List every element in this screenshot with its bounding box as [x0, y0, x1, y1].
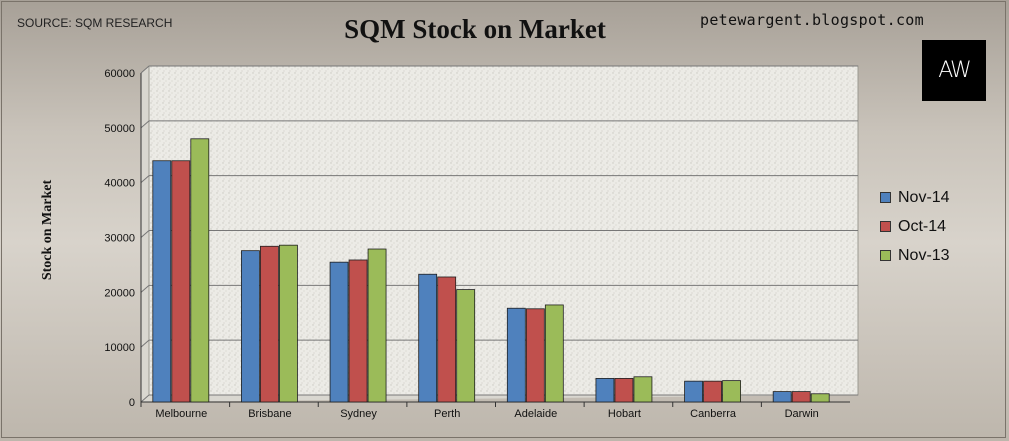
bar-perth-nov-13	[456, 289, 476, 403]
x-tick-label: Brisbane	[248, 408, 291, 420]
bar-adelaide-nov-13	[544, 304, 564, 403]
legend-item: Oct-14	[880, 212, 980, 241]
x-tick-label: Perth	[434, 408, 460, 420]
legend-swatch	[880, 192, 891, 203]
gridline-depth	[140, 120, 150, 129]
legend-item: Nov-13	[880, 241, 980, 270]
bar-melbourne-nov-14	[152, 160, 172, 403]
x-tick-label: Darwin	[785, 408, 819, 420]
bar-canberra-oct-14	[703, 380, 722, 403]
bar-darwin-nov-13	[810, 393, 830, 403]
y-tick-label: 40000	[104, 178, 135, 190]
legend: Nov-14 Oct-14 Nov-13	[880, 183, 980, 270]
bar-hobart-nov-13	[633, 376, 653, 403]
bar-darwin-oct-14	[791, 391, 811, 403]
gridline-depth	[140, 284, 150, 293]
gridline-depth	[140, 65, 150, 74]
x-tick-label: Adelaide	[514, 408, 557, 420]
chart-title: SQM Stock on Market	[344, 14, 606, 44]
bar-adelaide-oct-14	[525, 308, 545, 403]
logo-text: AW	[938, 58, 972, 83]
bar-perth-oct-14	[437, 276, 457, 403]
bar-hobart-oct-14	[614, 378, 634, 403]
legend-swatch	[880, 221, 891, 232]
x-tick-label: Sydney	[340, 408, 377, 420]
x-tick-label: Canberra	[690, 408, 737, 420]
y-tick-label: 20000	[104, 287, 135, 299]
bar-canberra-nov-13	[722, 380, 741, 403]
y-tick-label: 10000	[104, 342, 135, 354]
bar-sydney-nov-13	[367, 248, 387, 403]
gridline-depth	[140, 230, 150, 238]
legend-swatch	[880, 250, 891, 261]
gridline-depth	[140, 339, 150, 348]
bar-perth-nov-14	[418, 273, 438, 403]
bar-hobart-nov-14	[595, 378, 615, 403]
bar-darwin-nov-14	[772, 391, 792, 403]
y-tick-label: 30000	[104, 233, 135, 245]
x-tick-label: Hobart	[608, 408, 641, 420]
bar-canberra-nov-14	[684, 380, 703, 403]
source-label: SOURCE: SQM RESEARCH	[17, 16, 173, 30]
legend-label: Oct-14	[898, 217, 947, 235]
gridline-depth	[140, 394, 150, 403]
legend-item: Nov-14	[880, 183, 980, 212]
y-tick-label: 0	[129, 397, 135, 409]
y-tick-label: 60000	[104, 68, 135, 80]
bar-sydney-oct-14	[348, 259, 368, 403]
bar-brisbane-nov-14	[241, 250, 260, 403]
bar-adelaide-nov-14	[506, 307, 526, 403]
bar-brisbane-nov-13	[279, 244, 298, 403]
gridline-depth	[140, 175, 150, 184]
bar-melbourne-oct-14	[171, 160, 191, 403]
bar-melbourne-nov-13	[190, 138, 210, 403]
x-tick-label: Melbourne	[155, 408, 207, 420]
legend-label: Nov-13	[898, 246, 950, 264]
y-tick-label: 50000	[104, 123, 135, 135]
aw-logo: AW	[922, 40, 986, 101]
legend-label: Nov-14	[898, 188, 950, 206]
bar-sydney-nov-14	[329, 261, 349, 403]
bar-brisbane-oct-14	[260, 245, 279, 403]
blog-url[interactable]: petewargent.blogspot.com	[700, 11, 924, 29]
